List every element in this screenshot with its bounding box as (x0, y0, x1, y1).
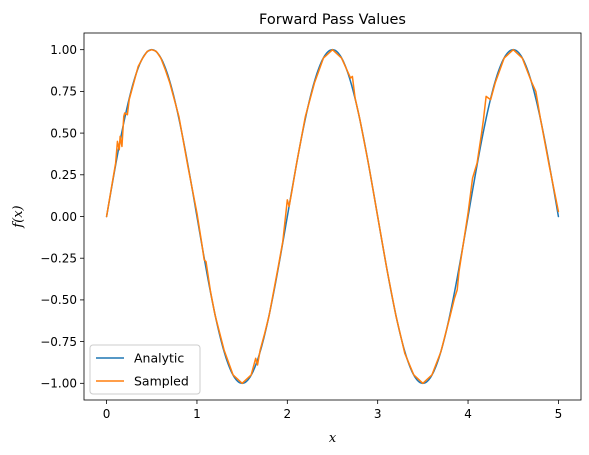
x-tick-label: 1 (193, 407, 201, 421)
x-tick-label: 2 (283, 407, 291, 421)
y-tick-label: 0.75 (50, 85, 77, 99)
y-tick-label: −0.50 (40, 293, 77, 307)
y-tick-label: 0.50 (50, 126, 77, 140)
y-axis-ticks: −1.00 −0.75 −0.50 −0.25 0.00 0.25 0.50 0.75 1.00 (40, 43, 84, 391)
y-tick-label: 1.00 (50, 43, 77, 57)
y-axis-label: f(x) (11, 205, 26, 228)
legend-label-sampled: Sampled (134, 374, 189, 389)
y-tick-label: −1.00 (40, 377, 77, 391)
x-tick-label: 0 (103, 407, 111, 421)
series-line-sampled (105, 48, 560, 385)
y-tick-label: 0.25 (50, 168, 77, 182)
legend: Analytic Sampled (89, 344, 201, 395)
x-tick-label: 5 (555, 407, 563, 421)
plot-area (84, 33, 581, 400)
x-tick-label: 3 (374, 407, 382, 421)
y-tick-label: 0.00 (50, 210, 77, 224)
legend-label-analytic: Analytic (134, 351, 184, 366)
x-axis-ticks: 0 1 2 3 4 5 (103, 400, 562, 421)
series-layer (105, 48, 560, 385)
y-tick-label: −0.75 (40, 335, 77, 349)
chart-title: Forward Pass Values (259, 12, 406, 28)
x-axis-label: x (329, 431, 337, 446)
y-tick-label: −0.25 (40, 252, 77, 266)
x-tick-label: 4 (464, 407, 472, 421)
